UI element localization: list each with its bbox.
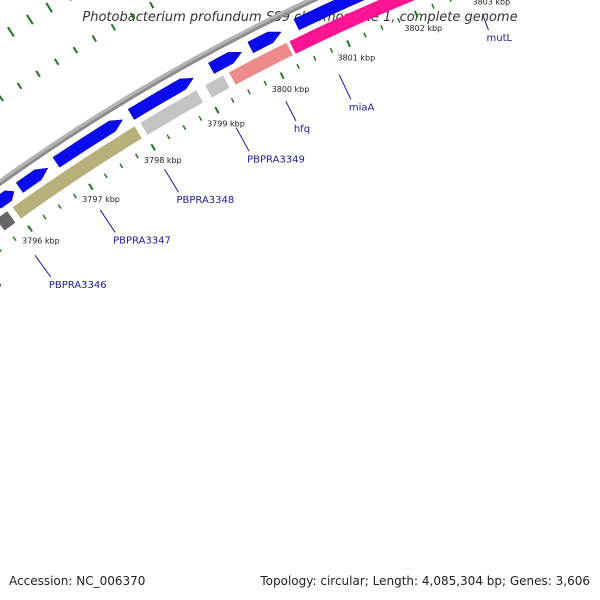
- scale-tick-label: 3797 kbp: [82, 195, 120, 204]
- scale-tick-label: 3803 kbp: [472, 0, 510, 7]
- gc-skew-mark: [6, 26, 15, 37]
- scale-tick-label: 3796 kbp: [22, 237, 60, 246]
- scale-minor-tick: [119, 163, 124, 169]
- gc-skew-mark: [0, 94, 4, 102]
- scale-minor-tick: [103, 173, 108, 179]
- forward-cds-track: [0, 0, 365, 209]
- cog-bar: [0, 211, 16, 231]
- gc-skew-mark: [45, 2, 53, 13]
- scale-minor-tick: [363, 32, 367, 38]
- cds-arrow: [52, 119, 123, 168]
- gc-skew-mark: [149, 1, 155, 9]
- gene-label: mutL: [487, 33, 513, 44]
- cog-bar: [289, 0, 416, 54]
- backbone-shadow: [0, 0, 312, 183]
- gc-skew-mark: [26, 14, 34, 25]
- gc-skew-mark: [53, 58, 60, 66]
- gene-leader-line: [482, 14, 490, 31]
- scale-minor-tick: [263, 80, 268, 86]
- cds-arrow: [15, 167, 49, 193]
- gene-label: PBPRA3348: [176, 195, 234, 206]
- scale-minor-tick: [431, 3, 435, 9]
- gene-label: PBPRA3347: [113, 235, 171, 246]
- scale-tick: [88, 183, 94, 191]
- gene-leader-line: [99, 209, 116, 233]
- gene-leader-line: [285, 101, 297, 122]
- scale-tick: [27, 225, 33, 233]
- scale-minor-tick: [72, 193, 77, 199]
- scale-minor-tick: [0, 248, 2, 253]
- gene-leader-line: [338, 74, 352, 100]
- gc-skew-mark: [110, 23, 116, 31]
- chromosome-backbone: [0, 0, 320, 187]
- cds-arrow: [127, 77, 194, 120]
- gc-skew-mark: [35, 70, 41, 78]
- gc-skew-mark: [129, 12, 136, 20]
- scale-minor-tick: [12, 236, 17, 242]
- cog-bar: [12, 126, 142, 219]
- scale-minor-tick: [397, 17, 401, 23]
- gene-label: PBPRA3346: [49, 280, 107, 291]
- gene-label: PBPRA3349: [247, 154, 305, 165]
- cds-arrow: [247, 31, 282, 54]
- scale-tick: [413, 10, 419, 18]
- gene-label-track: PBPRA3346 PBPRA3347 PBPRA3348 PBPRA3349 hfq m…: [34, 14, 513, 291]
- gene-leader-line: [235, 127, 250, 152]
- scale-minor-tick: [247, 89, 251, 95]
- scale-minor-tick: [329, 47, 334, 54]
- scale-minor-tick: [296, 63, 300, 70]
- gene-label: hfq: [294, 124, 310, 135]
- scale-minor-tick: [166, 134, 171, 140]
- scale-tick-label: 3795 kbp: [0, 280, 1, 289]
- scale-minor-tick: [380, 25, 384, 31]
- scale-tick-label: 3799 kbp: [207, 119, 245, 128]
- gc-skew-track: [0, 0, 155, 102]
- gene-label: miaA: [349, 102, 375, 113]
- gene-leader-line: [164, 168, 179, 193]
- scale-tick-label: 3801 kbp: [337, 53, 375, 62]
- scale-tick-label: 3798 kbp: [144, 156, 182, 165]
- scale-tick: [150, 143, 156, 151]
- cds-arrow: [293, 0, 365, 31]
- scale-minor-tick: [313, 55, 317, 61]
- scale-minor-tick: [449, 0, 452, 3]
- scale-tick-label: 3800 kbp: [272, 85, 310, 94]
- scale-minor-tick: [230, 97, 235, 104]
- scale-minor-tick: [182, 125, 187, 131]
- scale-tick: [279, 72, 285, 80]
- scale-minor-tick: [42, 214, 47, 220]
- scale-tick-label: 3802 kbp: [404, 24, 442, 33]
- gene-leader-line: [34, 255, 52, 278]
- gc-skew-mark: [91, 35, 97, 43]
- gc-skew-mark: [16, 82, 23, 90]
- scale-minor-tick: [57, 204, 62, 210]
- gc-skew-mark: [72, 46, 79, 54]
- scale-minor-tick: [134, 153, 139, 159]
- cog-bar: [205, 75, 230, 98]
- scale-tick: [214, 106, 220, 114]
- cds-arrow: [0, 190, 15, 209]
- genome-summary: Topology: circular; Length: 4,085,304 bp…: [260, 574, 590, 588]
- cog-bar: [228, 42, 293, 85]
- accession-label: Accession: NC_006370: [9, 574, 146, 588]
- scale-minor-tick: [198, 115, 203, 121]
- cog-category-track: [0, 0, 416, 231]
- cog-bar: [140, 90, 204, 135]
- cds-arrow: [208, 51, 242, 74]
- scale-tick: [346, 40, 351, 48]
- kbp-scale: 3795 kbp 3796 kbp 3797 kbp 3798 kbp 3799 kbp…: [0, 0, 510, 289]
